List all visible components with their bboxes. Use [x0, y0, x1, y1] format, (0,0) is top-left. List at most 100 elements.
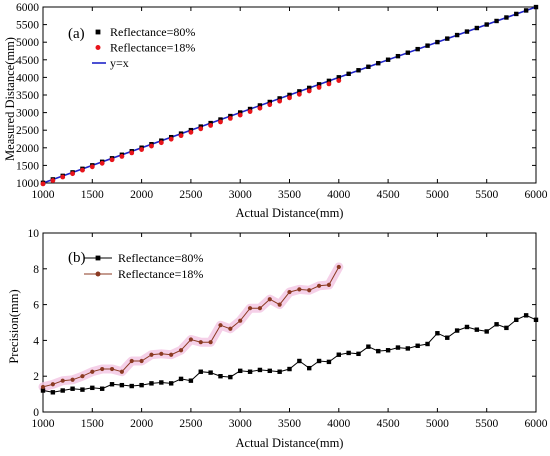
- data-point-80-b: [287, 366, 292, 372]
- data-point-18-b: [238, 318, 243, 323]
- data-point-18-a: [60, 174, 66, 180]
- x-tick-label-b: 2500: [179, 418, 202, 430]
- data-point-18-b: [257, 306, 263, 311]
- data-point-80-b: [366, 344, 371, 349]
- data-point-80-b: [494, 322, 499, 327]
- data-point-18-b: [159, 351, 164, 356]
- data-point-80-a: [425, 43, 430, 48]
- data-point-80-b: [425, 341, 430, 347]
- legend-label-a: Reflectance=18%: [110, 41, 195, 55]
- data-point-18-b: [287, 289, 292, 295]
- data-point-80-a: [523, 8, 529, 13]
- x-tick-label-b: 5500: [475, 418, 498, 430]
- data-point-18-a: [267, 102, 273, 108]
- data-point-80-a: [297, 89, 302, 94]
- x-tick-label-a: 5000: [426, 189, 449, 201]
- data-point-80-b: [326, 359, 332, 365]
- data-point-18-a: [336, 78, 342, 83]
- data-point-80-b: [267, 368, 272, 374]
- data-point-18-a: [50, 178, 56, 183]
- data-point-18-b: [119, 369, 124, 374]
- data-point-18-b: [50, 382, 55, 387]
- data-point-18-a: [316, 85, 322, 90]
- data-point-18-a: [287, 95, 292, 101]
- y-tick-label-a: 3000: [16, 108, 39, 120]
- data-point-80-a: [504, 15, 509, 20]
- data-point-80-b: [80, 387, 85, 392]
- legend-marker-a: [95, 29, 101, 35]
- data-point-80-b: [228, 374, 233, 380]
- x-tick-label-b: 6000: [525, 418, 548, 430]
- x-tick-label-b: 4500: [377, 418, 400, 430]
- data-point-18-b: [267, 297, 272, 302]
- x-axis-title-a: Actual Distance(mm): [236, 206, 344, 220]
- data-point-80-b: [238, 368, 243, 374]
- data-point-18-a: [237, 112, 243, 118]
- data-point-80-b: [40, 388, 46, 393]
- data-point-18-a: [208, 123, 214, 128]
- data-point-80-a: [287, 92, 292, 98]
- data-point-18-b: [316, 283, 322, 288]
- data-point-80-b: [484, 329, 489, 334]
- y-axis-title-a: Measured Distance(mm): [3, 37, 17, 161]
- data-point-18-a: [99, 160, 105, 166]
- x-tick-label-a: 5500: [475, 189, 498, 201]
- data-point-18-b: [100, 366, 105, 372]
- data-point-18-b: [70, 377, 75, 382]
- data-point-80-b: [464, 324, 470, 330]
- data-point-18-a: [227, 116, 233, 121]
- data-point-80-b: [139, 382, 144, 388]
- data-point-80-b: [385, 348, 391, 353]
- y-tick-label-b: 0: [33, 407, 39, 419]
- data-point-80-b: [415, 343, 420, 348]
- data-point-80-b: [514, 317, 519, 323]
- data-point-18-a: [277, 98, 283, 104]
- x-tick-label-b: 2000: [130, 418, 153, 430]
- y-tick-label-a: 2500: [16, 125, 39, 137]
- data-point-18-b: [307, 288, 312, 293]
- data-point-18-b: [139, 358, 144, 364]
- data-point-80-b: [178, 376, 184, 382]
- data-point-80-b: [257, 367, 263, 373]
- legend-label-a: Reflectance=80%: [110, 25, 195, 39]
- data-point-80-b: [405, 346, 411, 351]
- data-point-80-a: [395, 53, 401, 59]
- data-point-80-a: [326, 78, 332, 84]
- data-point-18-a: [188, 129, 194, 135]
- series-line-reflectance-18--b: [42, 266, 340, 388]
- data-point-80-b: [395, 345, 401, 350]
- data-point-80-a: [376, 61, 381, 66]
- data-point-18-a: [109, 157, 115, 163]
- y-tick-label-b: 6: [33, 300, 39, 312]
- data-point-80-a: [445, 36, 450, 41]
- data-point-18-b: [129, 358, 134, 364]
- data-point-18-a: [158, 140, 164, 146]
- data-point-80-b: [356, 351, 361, 357]
- data-point-80-b: [188, 378, 194, 383]
- data-point-80-b: [159, 380, 164, 385]
- data-point-18-a: [218, 119, 223, 125]
- data-point-80-b: [247, 369, 253, 374]
- data-point-80-a: [435, 39, 440, 45]
- data-point-18-a: [178, 133, 184, 139]
- y-tick-label-a: 4500: [16, 55, 39, 67]
- data-point-18-b: [218, 323, 223, 328]
- data-point-80-a: [366, 64, 371, 69]
- data-point-18-a: [296, 91, 302, 97]
- data-point-80-a: [346, 71, 351, 77]
- data-point-18-b: [90, 369, 95, 374]
- data-point-18-a: [198, 126, 204, 132]
- data-point-18-a: [70, 171, 75, 177]
- data-point-80-b: [149, 381, 154, 386]
- data-point-80-b: [435, 331, 440, 336]
- data-point-18-b: [198, 340, 203, 345]
- y-tick-label-a: 4000: [16, 72, 39, 84]
- data-point-80-a: [514, 11, 519, 17]
- y-axis-title-b: Precision(mm): [7, 289, 21, 363]
- data-point-18-a: [119, 154, 125, 159]
- data-point-80-b: [168, 381, 174, 386]
- data-point-80-a: [415, 46, 420, 52]
- data-point-80-a: [464, 29, 470, 34]
- legend-marker-b: [95, 255, 101, 261]
- data-point-18-a: [40, 181, 46, 187]
